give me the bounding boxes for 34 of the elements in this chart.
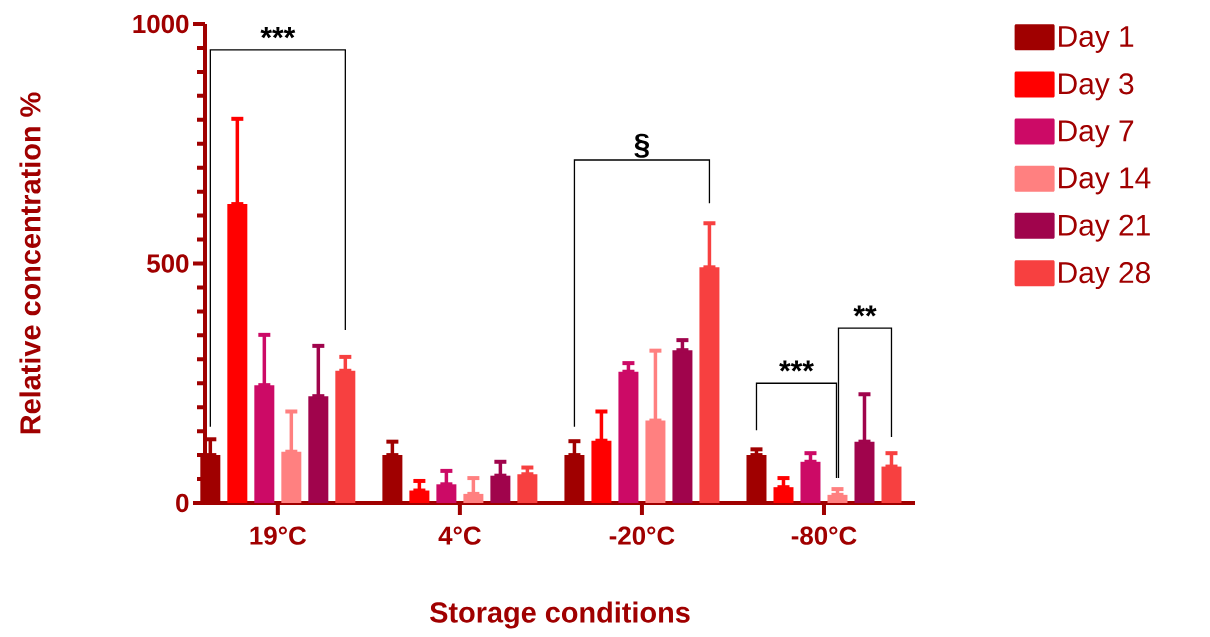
- annotation: **: [853, 305, 877, 317]
- legend-label: Day 1: [1059, 26, 1134, 53]
- bar: [517, 474, 538, 503]
- annotation: ***: [260, 27, 296, 39]
- bar: [308, 396, 329, 503]
- bar: [618, 371, 639, 503]
- bar: [281, 451, 302, 503]
- x-tick-label: 19°C: [250, 526, 307, 545]
- bar: [645, 420, 666, 503]
- y-tick-label: 0: [176, 493, 189, 513]
- annotation: ***: [779, 360, 814, 372]
- legend-label: Day 21: [1059, 214, 1150, 242]
- y-tick-label: 1000: [133, 14, 189, 34]
- legend-label: Day 28: [1059, 261, 1150, 290]
- x-tick-label: -80°C: [791, 526, 857, 545]
- bar: [881, 466, 902, 503]
- bar: [672, 350, 693, 503]
- bar: [800, 461, 821, 503]
- bar: [227, 204, 248, 503]
- x-tick-label: -20°C: [609, 526, 675, 545]
- x-tick-label: 4°C: [438, 526, 481, 545]
- annotation: §: [634, 133, 650, 158]
- x-axis-title: Storage conditions: [430, 601, 690, 629]
- legend-label: Day 14: [1059, 167, 1151, 195]
- bar: [854, 441, 875, 503]
- legend-label: Day 7: [1059, 120, 1134, 148]
- bar: [591, 440, 612, 503]
- legend-label: Day 3: [1059, 73, 1134, 101]
- bar: [254, 385, 275, 503]
- bar: [699, 267, 720, 503]
- bar: [335, 370, 356, 503]
- y-axis-title: Relative concentration %: [19, 92, 41, 434]
- y-tick-label: 500: [147, 254, 189, 273]
- bar: [490, 475, 511, 503]
